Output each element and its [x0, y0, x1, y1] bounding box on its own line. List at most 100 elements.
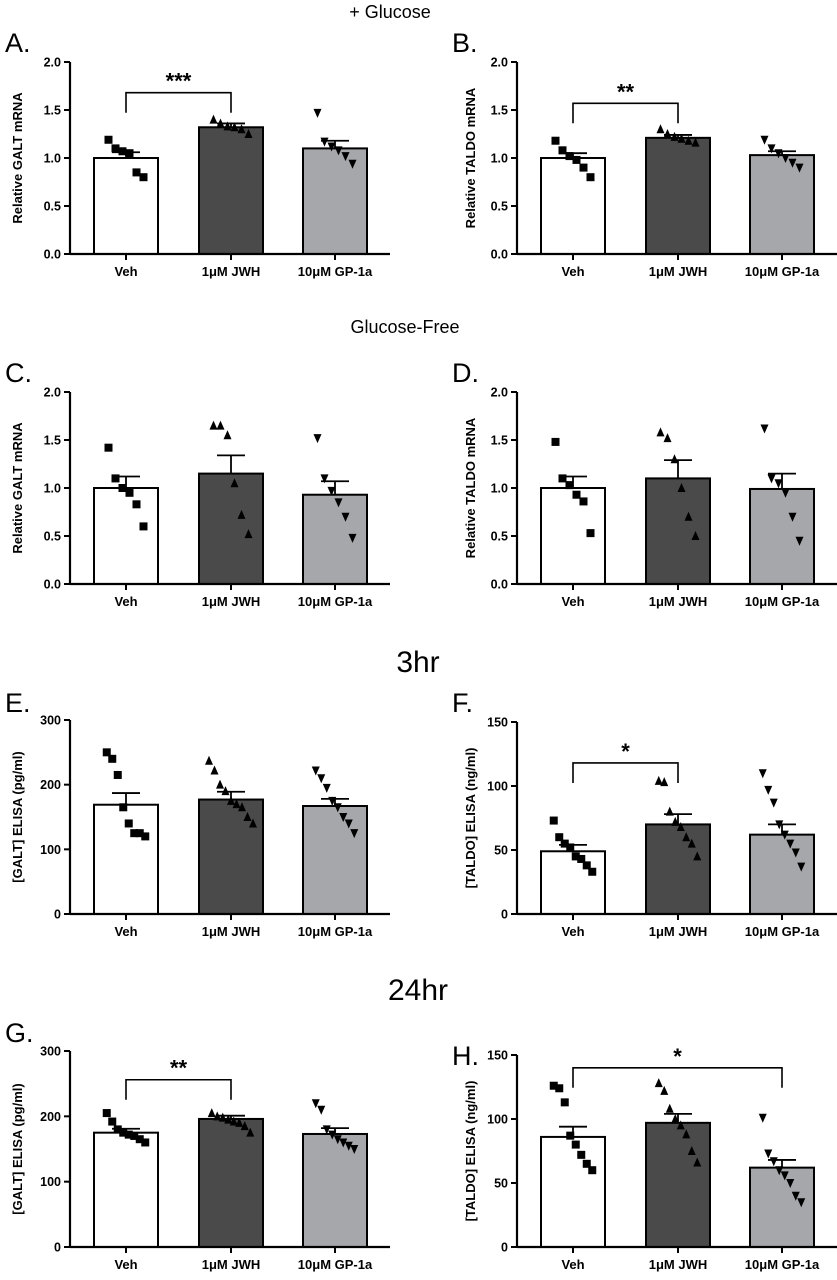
x-tick-label: 1μM JWH: [202, 264, 261, 279]
data-point: [218, 1112, 227, 1122]
data-point: [339, 813, 348, 822]
data-point: [124, 819, 133, 828]
data-point: [571, 852, 580, 861]
y-tick-label: 300: [40, 1045, 61, 1059]
data-point: [209, 420, 218, 430]
data-point: [334, 146, 343, 156]
data-point: [341, 152, 350, 162]
y-tick-label: 50: [494, 1177, 508, 1191]
data-point: [788, 158, 797, 168]
data-point: [654, 775, 663, 785]
y-tick-label: 2.0: [491, 56, 508, 70]
data-point: [102, 748, 111, 757]
data-point: [104, 135, 113, 144]
panel-letter: G.: [5, 1018, 34, 1048]
data-point: [588, 867, 597, 876]
x-tick-label: 10μM GP-1a: [298, 924, 373, 939]
data-point: [328, 796, 337, 806]
bar-2: [198, 798, 264, 915]
data-point: [781, 154, 790, 163]
y-tick-label: 0.0: [44, 248, 61, 262]
data-point: [124, 1130, 133, 1139]
data-point: [555, 1084, 564, 1093]
bar-3: [749, 487, 815, 585]
y-tick-label: 1.5: [491, 434, 508, 448]
data-point: [229, 1116, 238, 1126]
data-point: [572, 155, 581, 164]
data-point: [125, 149, 134, 158]
data-point: [586, 173, 595, 182]
data-point: [317, 1105, 326, 1115]
data-point: [786, 1179, 795, 1188]
data-point: [249, 818, 257, 828]
data-point: [671, 1114, 680, 1123]
significance-label: **: [617, 79, 635, 104]
y-tick-label: 100: [487, 780, 508, 794]
y-tick-label: 150: [487, 1049, 508, 1063]
data-point: [111, 474, 120, 483]
data-point: [654, 1078, 663, 1088]
data-point: [216, 779, 224, 789]
data-point: [135, 829, 144, 838]
data-point: [207, 1108, 216, 1118]
data-point: [344, 819, 353, 829]
data-point: [139, 522, 148, 531]
data-point: [577, 854, 586, 863]
data-point: [320, 474, 329, 484]
x-tick-label: 1μM JWH: [202, 1257, 261, 1272]
x-tick-label: Veh: [114, 1257, 137, 1272]
data-point: [758, 769, 767, 779]
data-point: [350, 829, 359, 839]
data-point: [660, 1085, 669, 1095]
data-point: [687, 838, 696, 848]
data-point: [227, 795, 235, 805]
x-tick-label: 10μM GP-1a: [745, 1257, 820, 1272]
chart-panel-5: E. [GALT] ELISA (pg/ml) Veh 1μM JWH 10μM GP-…: [5, 688, 390, 939]
y-axis-label: [GALT] ELISA (pg/ml): [10, 751, 25, 882]
section-title-3hr: 3hr: [396, 646, 439, 679]
bar-3: [749, 833, 815, 916]
panel-letter: D.: [452, 358, 479, 388]
y-axis-label: [TALDO] ELISA (ng/ml): [463, 748, 478, 889]
data-point: [566, 843, 575, 852]
data-point: [555, 833, 564, 842]
x-tick-label: Veh: [114, 594, 137, 609]
data-point: [582, 1159, 591, 1168]
data-point: [797, 862, 806, 872]
data-point: [665, 806, 674, 816]
y-tick-label: 0: [54, 1241, 61, 1255]
data-point: [769, 1157, 778, 1167]
y-tick-label: 300: [40, 714, 61, 728]
bar-3: [302, 493, 368, 585]
data-point: [670, 131, 679, 141]
data-point: [684, 135, 693, 145]
data-point: [780, 1171, 789, 1181]
data-point: [665, 1103, 674, 1113]
data-point: [565, 152, 574, 161]
data-point: [216, 420, 225, 430]
data-point: [663, 129, 672, 138]
data-point: [311, 766, 320, 776]
data-point: [691, 531, 700, 540]
bar-1: [540, 850, 606, 916]
data-point: [320, 137, 329, 147]
data-point: [328, 1130, 337, 1140]
x-tick-label: 10μM GP-1a: [298, 1257, 373, 1272]
y-tick-label: 1.5: [44, 434, 61, 448]
significance-label: ***: [166, 69, 192, 94]
y-tick-label: 0: [501, 1241, 508, 1255]
data-point: [119, 803, 128, 812]
y-tick-label: 2.0: [491, 386, 508, 400]
data-point: [558, 146, 567, 155]
data-point: [317, 774, 326, 784]
y-tick-label: 100: [487, 1113, 508, 1127]
data-point: [656, 124, 665, 134]
x-tick-label: Veh: [114, 924, 137, 939]
data-point: [687, 1146, 696, 1155]
panel-letter: B.: [452, 28, 478, 58]
data-point: [797, 1198, 806, 1208]
x-tick-label: 1μM JWH: [202, 594, 261, 609]
data-point: [780, 830, 789, 840]
data-point: [582, 861, 591, 870]
data-point: [670, 454, 679, 464]
